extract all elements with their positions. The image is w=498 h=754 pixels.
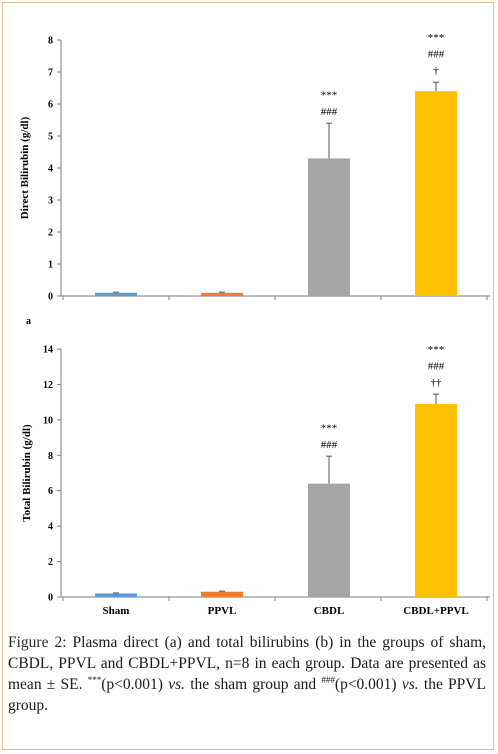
panel-a-significance-mark: *** bbox=[428, 32, 445, 44]
panel-a-y-tick-label: 8 bbox=[48, 36, 53, 47]
caption-text-4: (p<0.001) bbox=[334, 676, 402, 693]
panel-b-significance-mark: ### bbox=[321, 439, 338, 451]
caption-vs-1: vs. bbox=[168, 676, 185, 693]
panel-b-y-tick-label: 2 bbox=[48, 557, 53, 568]
panel-a-significance-mark: ### bbox=[428, 49, 445, 61]
panel-b-category-label: PPVL bbox=[208, 605, 237, 617]
panel-a-bar-3 bbox=[308, 158, 350, 296]
caption-vs-2: vs. bbox=[401, 676, 419, 693]
panel-a-y-tick-label: 0 bbox=[48, 292, 53, 303]
panel-a-y-tick-label: 5 bbox=[48, 132, 53, 143]
panel-b-y-tick-label: 14 bbox=[43, 345, 53, 356]
panel-b-y-tick-label: 12 bbox=[43, 380, 53, 391]
figure-caption: Figure 2: Plasma direct (a) and total bi… bbox=[8, 632, 486, 716]
panel-b-significance-mark: ### bbox=[428, 361, 445, 373]
panel-a-significance-mark: † bbox=[433, 65, 439, 77]
panel-a-y-tick-label: 1 bbox=[48, 260, 53, 271]
panel-b-y-tick-label: 10 bbox=[43, 415, 53, 426]
panel-b-category-label: CBDL bbox=[314, 605, 345, 617]
panel-b-y-tick-label: 8 bbox=[48, 451, 53, 462]
caption-text-1: Plasma direct (a) and total bilirubins (… bbox=[8, 634, 487, 693]
panel-b-y-tick-label: 6 bbox=[48, 486, 53, 497]
panel-b-y-tick-label: 4 bbox=[48, 522, 53, 533]
panel-a-y-tick-label: 4 bbox=[48, 164, 53, 175]
panel-b-bar-1 bbox=[95, 593, 137, 597]
panel-b-significance-mark: *** bbox=[321, 423, 338, 435]
panel-b-y-tick-label: 0 bbox=[48, 593, 53, 604]
caption-text-3: the sham group and bbox=[185, 676, 322, 693]
panel-b-bar-3 bbox=[308, 483, 350, 597]
panel-b-category-label: CBDL+PPVL bbox=[403, 605, 469, 617]
caption-label: Figure 2: bbox=[8, 634, 67, 651]
panel-b-significance-mark: †† bbox=[431, 377, 443, 389]
panel-b-category-label: Sham bbox=[103, 605, 130, 617]
panel-a-bar-1 bbox=[95, 292, 137, 296]
panel-a-y-axis-label: Direct Bilirubin (g/dl) bbox=[19, 116, 31, 219]
caption-text-5: the PPVL group. bbox=[8, 676, 486, 714]
panel-b-bar-4 bbox=[415, 403, 457, 597]
panel-a-significance-mark: ### bbox=[321, 106, 338, 118]
panel-a-y-tick-label: 3 bbox=[48, 196, 53, 207]
panel-letter-a: a bbox=[26, 316, 31, 327]
panel-a-y-tick-label: 2 bbox=[48, 228, 53, 239]
caption-sup-1: *** bbox=[87, 674, 102, 685]
caption-sup-2: ### bbox=[321, 674, 335, 685]
panel-b-bar-2 bbox=[201, 591, 243, 597]
panel-a-bar-4 bbox=[415, 91, 457, 296]
panel-a-significance-mark: *** bbox=[321, 90, 338, 102]
panel-a-y-tick-label: 6 bbox=[48, 100, 53, 111]
panel-b-significance-mark: *** bbox=[428, 344, 445, 356]
panel-b-y-axis-label: Total Bilirubin (g/dl) bbox=[21, 424, 33, 522]
panel-a-y-tick-label: 7 bbox=[48, 68, 53, 79]
caption-text-2: (p<0.001) bbox=[101, 676, 169, 693]
panel-a-bar-2 bbox=[201, 292, 243, 296]
